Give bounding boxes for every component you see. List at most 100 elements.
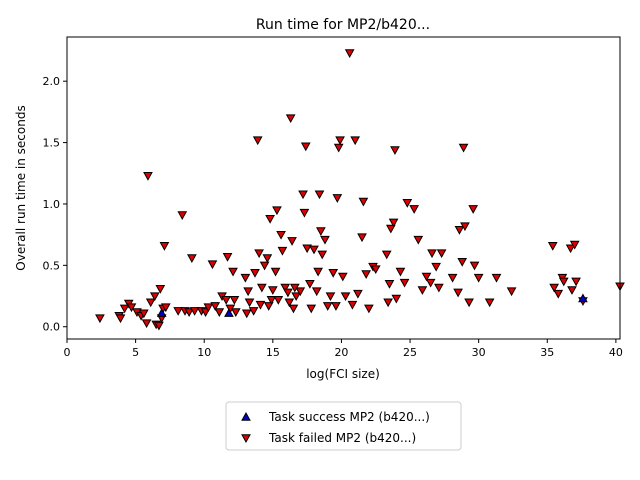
failed-point xyxy=(417,286,428,295)
failed-point xyxy=(320,235,330,245)
failed-point xyxy=(173,307,183,316)
failed-point xyxy=(143,172,153,181)
failed-point xyxy=(434,283,444,293)
failed-point xyxy=(259,261,270,271)
failed-point xyxy=(506,287,517,297)
failed-point xyxy=(313,267,323,277)
x-tick-label: 15 xyxy=(266,346,280,359)
failed-point xyxy=(353,289,363,299)
failed-point xyxy=(333,143,344,153)
failed-point xyxy=(331,302,341,311)
failed-point xyxy=(458,143,469,153)
failed-point xyxy=(203,303,214,313)
failed-point xyxy=(184,308,194,318)
failed-point xyxy=(311,287,322,297)
failed-point xyxy=(221,296,232,305)
x-tick-label: 10 xyxy=(197,346,211,359)
chart-title: Run time for MP2/b420... xyxy=(256,17,430,33)
x-tick-label: 20 xyxy=(334,346,348,359)
failed-point xyxy=(484,298,495,308)
failed-point xyxy=(284,298,295,308)
failed-point xyxy=(383,298,393,308)
failed-point xyxy=(350,136,361,146)
failed-point xyxy=(276,230,286,240)
x-axis-label: log(FCI size) xyxy=(306,367,380,381)
x-tick-label: 35 xyxy=(540,346,554,359)
failed-point xyxy=(230,308,241,318)
failed-point xyxy=(447,273,458,283)
y-axis-label: Overall run time in seconds xyxy=(14,105,28,270)
failed-point xyxy=(228,267,238,277)
legend-failed-marker xyxy=(241,434,251,444)
y-tick-label: 0.0 xyxy=(43,321,61,334)
failed-point xyxy=(265,214,275,224)
failed-point xyxy=(145,298,156,308)
failed-point xyxy=(325,292,336,302)
failed-point xyxy=(305,280,315,289)
failed-point xyxy=(263,302,274,311)
failed-point xyxy=(138,309,149,319)
failed-point xyxy=(280,283,291,293)
failed-point xyxy=(409,205,420,214)
failed-point xyxy=(119,304,130,314)
failed-point xyxy=(155,284,166,294)
failed-point xyxy=(277,246,288,256)
failed-point xyxy=(295,287,306,297)
failed-point xyxy=(210,302,221,311)
failed-point xyxy=(272,206,282,216)
failed-point xyxy=(460,222,470,232)
failed-point xyxy=(288,304,299,314)
x-tick-label: 0 xyxy=(64,346,71,359)
failed-point xyxy=(468,205,479,214)
x-tick-label: 25 xyxy=(403,346,417,359)
failed-point xyxy=(391,294,402,304)
failed-point xyxy=(266,296,277,305)
failed-point xyxy=(569,240,580,250)
failed-point xyxy=(300,142,311,152)
plot-frame xyxy=(66,36,621,340)
failed-point xyxy=(558,277,569,287)
failed-point xyxy=(240,273,251,283)
failed-point xyxy=(571,277,581,287)
failed-point xyxy=(254,249,264,259)
plot-area xyxy=(66,36,625,340)
failed-point xyxy=(302,244,312,254)
failed-point xyxy=(436,249,447,259)
failed-point xyxy=(316,227,326,236)
failed-point xyxy=(358,197,369,207)
y-tick-label: 0.5 xyxy=(43,259,61,272)
failed-point xyxy=(283,288,293,298)
failed-point xyxy=(207,260,218,270)
x-tick-label: 5 xyxy=(132,346,139,359)
failed-point xyxy=(553,289,564,299)
failed-point xyxy=(335,136,345,146)
failed-point xyxy=(384,280,395,289)
failed-point xyxy=(390,146,400,155)
failed-point xyxy=(413,235,424,245)
legend-frame xyxy=(225,401,462,451)
failed-point xyxy=(491,273,502,283)
failed-point xyxy=(273,296,284,305)
failed-point xyxy=(427,249,437,259)
failed-point xyxy=(243,287,253,297)
failed-point xyxy=(431,262,441,272)
y-axis: 0.0 0.5 1.0 1.5 2.0 xyxy=(43,75,67,334)
legend-entry-label: Task success MP2 (b420...) xyxy=(268,410,430,424)
failed-point xyxy=(270,267,281,277)
failed-point xyxy=(425,278,436,288)
failed-point xyxy=(357,233,367,243)
y-tick-label: 1.0 xyxy=(43,198,61,211)
failed-point xyxy=(285,114,296,124)
failed-point xyxy=(298,190,308,200)
failed-point xyxy=(248,307,259,316)
failed-point xyxy=(453,288,463,298)
failed-point xyxy=(385,224,396,234)
failed-point xyxy=(187,254,197,264)
failed-point xyxy=(255,300,266,310)
y-tick-label: 1.5 xyxy=(43,137,61,150)
failed-point xyxy=(388,218,399,228)
failed-point xyxy=(214,308,225,318)
failed-point xyxy=(565,244,576,254)
failed-point xyxy=(222,253,233,262)
failed-point xyxy=(95,314,105,324)
